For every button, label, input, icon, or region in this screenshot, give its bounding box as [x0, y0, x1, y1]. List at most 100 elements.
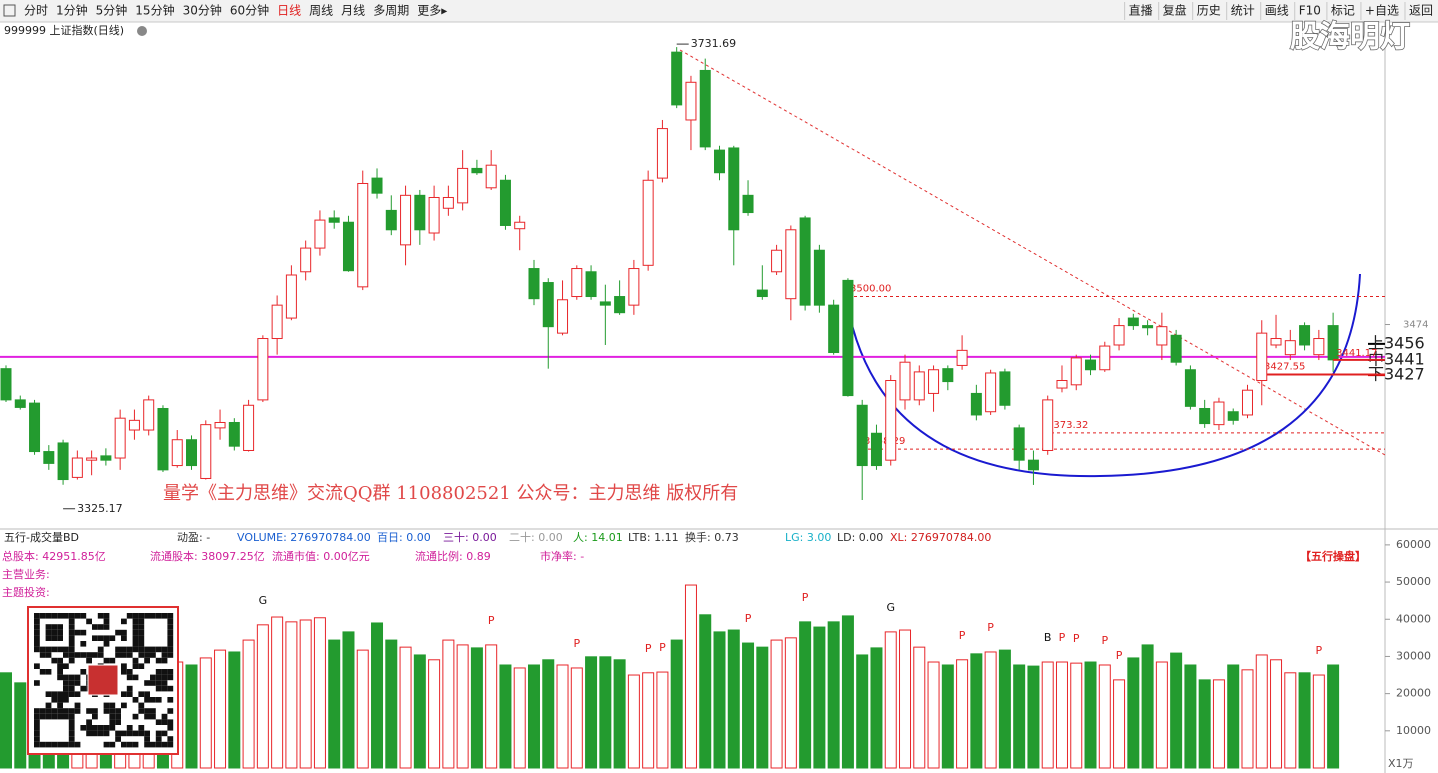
volume-bar — [499, 664, 512, 769]
qr-cell — [51, 635, 58, 641]
qr-cell — [63, 652, 69, 658]
qr-cell — [155, 669, 162, 675]
qr-cell — [103, 657, 110, 664]
qr-cell — [51, 708, 58, 714]
qr-cell — [92, 624, 98, 630]
qr-cell — [34, 618, 40, 625]
qr-cell — [103, 725, 110, 731]
qr-cell — [150, 708, 156, 714]
qr-cell — [161, 719, 168, 725]
qr-cell — [57, 646, 63, 653]
toolbar-button[interactable]: 标记 — [1331, 4, 1355, 18]
qr-cell — [86, 657, 92, 664]
badge: 【五行操盘】 — [1300, 549, 1366, 563]
volume-bar — [713, 631, 726, 769]
qr-cell — [68, 730, 75, 737]
tab[interactable]: 30分钟 — [183, 3, 222, 18]
candle-body — [0, 368, 12, 401]
candle-body — [114, 417, 126, 459]
toolbar-button[interactable]: 统计 — [1231, 4, 1255, 18]
qr-cell — [132, 674, 139, 681]
title-icon[interactable] — [137, 26, 147, 36]
volume-bar — [799, 621, 812, 769]
qr-cell — [34, 719, 40, 725]
volume-bar — [527, 664, 540, 769]
volume-bar — [485, 644, 498, 769]
tab[interactable]: 15分钟 — [135, 3, 174, 18]
qr-cell — [68, 741, 75, 748]
toolbar-button[interactable]: 历史 — [1197, 4, 1221, 18]
candle-body — [514, 221, 526, 230]
tab[interactable]: 月线 — [341, 4, 365, 18]
toolbar-button[interactable]: +自选 — [1365, 4, 1399, 18]
qr-cell — [167, 669, 174, 675]
qr-cell — [74, 691, 81, 697]
qr-cell — [63, 646, 69, 653]
qr-cell — [161, 685, 168, 692]
toolbar-button[interactable]: 画线 — [1265, 4, 1289, 18]
qr-cell — [68, 685, 75, 692]
last-label: 3441.17 — [1336, 348, 1377, 359]
qr-cell — [132, 697, 139, 703]
qr-cell — [45, 669, 52, 675]
qr-cell — [34, 725, 40, 731]
candle-body — [542, 282, 554, 328]
qr-cell — [155, 680, 162, 686]
qr-cell — [161, 657, 168, 664]
candle-body — [799, 217, 811, 306]
volume-bar — [385, 639, 398, 769]
qr-cell — [68, 725, 75, 731]
candle-body — [528, 268, 540, 300]
qr-cell — [57, 663, 63, 669]
info-item: 二十: 0.00 — [509, 530, 563, 544]
qr-cell — [80, 641, 87, 647]
qr-cell — [68, 635, 75, 641]
volume-bar — [1127, 657, 1140, 769]
info-item: 百日: 0.00 — [377, 531, 431, 544]
qr-cell — [63, 708, 69, 714]
qr-cell — [57, 669, 63, 675]
qr-cell — [45, 635, 52, 641]
qr-cell — [80, 725, 87, 731]
tab[interactable]: 分时 — [24, 4, 48, 18]
candle-body — [557, 299, 569, 334]
candle-body — [656, 128, 668, 179]
low-label: 3325.17 — [77, 502, 123, 515]
toolbar-button[interactable]: F10 — [1299, 4, 1321, 18]
tab[interactable]: 更多▸ — [417, 4, 447, 18]
volume-bar — [998, 649, 1011, 769]
qr-cell — [115, 713, 121, 720]
qr-cell — [68, 641, 75, 647]
toolbar-button[interactable]: 直播 — [1129, 4, 1153, 18]
menu-icon[interactable] — [3, 4, 16, 17]
level-label: 下3427 — [1368, 365, 1425, 384]
tab[interactable]: 5分钟 — [96, 3, 128, 18]
tab[interactable]: 60分钟 — [230, 3, 269, 18]
candle-body — [57, 442, 69, 481]
qr-seal — [87, 664, 119, 696]
qr-cell — [132, 635, 139, 641]
candle-body — [885, 380, 897, 461]
toolbar-button[interactable]: 复盘 — [1163, 3, 1187, 18]
tab[interactable]: 日线 — [277, 4, 301, 18]
volume-bar — [727, 629, 740, 769]
candle-body — [699, 69, 711, 148]
candle-body — [756, 289, 768, 298]
volume-bar — [199, 657, 212, 769]
qr-cell — [115, 629, 121, 636]
qr-cell — [126, 669, 133, 675]
tab[interactable]: 周线 — [309, 4, 333, 18]
volume-bar — [784, 637, 797, 769]
qr-cell — [138, 629, 145, 636]
tab[interactable]: 1分钟 — [56, 3, 88, 18]
qr-cell — [51, 713, 58, 720]
qr-cell — [132, 641, 139, 647]
volume-marker: P — [488, 614, 495, 627]
qr-cell — [167, 725, 174, 731]
volume-bar — [1270, 659, 1283, 769]
tab[interactable]: 多周期 — [373, 4, 409, 18]
qr-cell — [68, 652, 75, 658]
toolbar-button[interactable]: 返回 — [1409, 4, 1433, 18]
candle-body — [128, 419, 140, 431]
candle-body — [186, 439, 198, 467]
